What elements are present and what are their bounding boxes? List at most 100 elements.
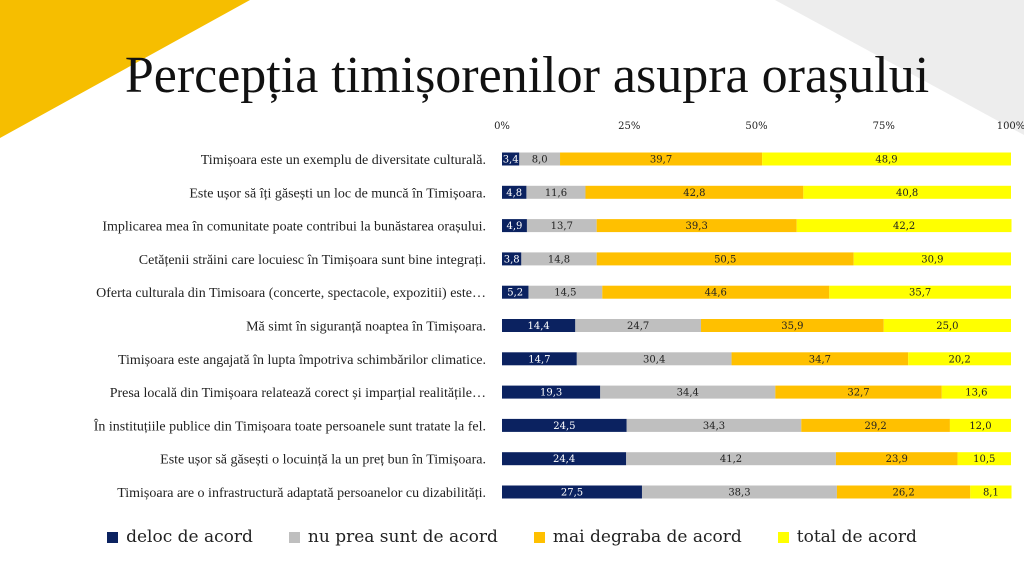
data-label: 14,7 xyxy=(528,354,550,365)
category-label: Implicarea mea în comunitate poate contr… xyxy=(102,220,486,235)
data-label: 10,5 xyxy=(973,454,995,465)
x-tick-label: 50% xyxy=(745,121,767,132)
legend-label: total de acord xyxy=(796,527,917,547)
data-label: 27,5 xyxy=(561,488,583,499)
bar-segment xyxy=(836,485,971,499)
legend-label: deloc de acord xyxy=(126,527,253,547)
x-tick-label: 0% xyxy=(494,121,510,132)
bar-segment xyxy=(502,219,527,233)
legend-item: deloc de acord xyxy=(107,522,253,552)
bar-segment xyxy=(502,319,576,332)
bar-segment xyxy=(731,352,909,366)
legend-swatch xyxy=(107,531,119,543)
bar-segment xyxy=(519,152,561,166)
bar-segment xyxy=(602,285,830,299)
legend-item: nu prea sunt de acord xyxy=(288,522,498,552)
data-label: 50,5 xyxy=(714,254,736,265)
bar-segment xyxy=(596,219,797,233)
category-label: Timișoara are o infrastructură adaptată … xyxy=(117,486,486,501)
bar-segment xyxy=(775,385,942,399)
bar-segment xyxy=(502,185,527,199)
data-label: 24,7 xyxy=(627,321,649,332)
data-label: 8,1 xyxy=(983,488,999,499)
bar-segment xyxy=(502,352,577,366)
category-label: Este ușor să îți găsești un loc de muncă… xyxy=(189,186,486,201)
bar-segment xyxy=(626,418,802,432)
data-label: 38,3 xyxy=(728,488,750,499)
bar-segment xyxy=(908,352,1011,366)
bar-segment xyxy=(526,219,597,233)
data-label: 30,9 xyxy=(921,254,943,265)
data-label: 3,8 xyxy=(504,254,520,265)
category-label: Presa locală din Timișoara relatează cor… xyxy=(110,386,486,401)
data-label: 19,3 xyxy=(540,388,562,399)
bar-segment xyxy=(585,185,804,199)
category-label: Timișoara este un exemplu de diversitate… xyxy=(201,153,486,168)
bar-segment xyxy=(596,252,854,266)
data-label: 13,7 xyxy=(551,221,573,232)
legend-swatch xyxy=(777,531,789,543)
data-label: 41,2 xyxy=(720,454,742,465)
data-label: 39,3 xyxy=(686,221,708,232)
bar-segment xyxy=(829,285,1011,299)
bar-segment xyxy=(803,185,1011,199)
data-label: 4,9 xyxy=(507,221,523,232)
data-label: 48,9 xyxy=(875,155,897,166)
data-label: 5,2 xyxy=(507,288,523,299)
x-tick-label: 75% xyxy=(873,121,895,132)
bar-segment xyxy=(835,452,958,466)
data-label: 12,0 xyxy=(969,421,991,432)
orange-corner-triangle xyxy=(0,0,250,138)
data-label: 3,4 xyxy=(503,155,519,166)
bar-segment xyxy=(883,319,1011,332)
data-label: 30,4 xyxy=(643,354,665,365)
bar-segment xyxy=(526,185,586,199)
data-label: 42,8 xyxy=(683,188,705,199)
data-label: 11,6 xyxy=(545,188,567,199)
data-label: 44,6 xyxy=(705,288,727,299)
x-tick-label: 100% xyxy=(997,121,1024,132)
bar-segment xyxy=(576,352,732,366)
data-label: 29,2 xyxy=(864,421,886,432)
data-label: 34,7 xyxy=(809,354,831,365)
bar-segment xyxy=(502,485,642,499)
bar-segment xyxy=(796,219,1012,233)
bar-segment xyxy=(575,319,702,332)
bar-segment xyxy=(502,418,627,432)
bar-segment xyxy=(957,452,1011,466)
data-label: 13,6 xyxy=(965,388,987,399)
data-label: 23,9 xyxy=(886,454,908,465)
bar-segment xyxy=(801,418,950,432)
data-label: 42,2 xyxy=(893,221,915,232)
category-label: Oferta culturala din Timisoara (concerte… xyxy=(96,286,486,301)
page-title: Percepția timișorenilor asupra orașului xyxy=(124,47,930,104)
data-label: 34,4 xyxy=(677,388,699,399)
bar-segment xyxy=(949,418,1011,432)
data-label: 26,2 xyxy=(892,488,914,499)
data-label: 34,3 xyxy=(703,421,725,432)
data-label: 35,9 xyxy=(781,321,803,332)
x-tick-label: 25% xyxy=(618,121,640,132)
legend-item: total de acord xyxy=(777,522,917,552)
category-label: Timișoara este angajată în lupta împotri… xyxy=(118,353,486,368)
bar-segment xyxy=(600,385,776,399)
bar-segment xyxy=(970,485,1012,499)
legend-swatch xyxy=(533,531,545,543)
category-label: Mă simt în siguranță noaptea în Timișoar… xyxy=(246,320,486,335)
category-label: În instituțiile publice din Timișoara to… xyxy=(94,417,486,434)
data-label: 14,4 xyxy=(528,321,550,332)
data-label: 35,7 xyxy=(909,288,931,299)
data-label: 14,8 xyxy=(548,254,570,265)
bar-segment xyxy=(641,485,837,499)
bar-segment xyxy=(626,452,836,466)
data-label: 25,0 xyxy=(936,321,958,332)
bar-segment xyxy=(521,252,597,266)
chart-legend: deloc de acord nu prea sunt de acord mai d… xyxy=(0,522,1024,552)
data-label: 24,5 xyxy=(553,421,575,432)
bar-segment xyxy=(853,252,1011,266)
bar-segment xyxy=(560,152,763,166)
bar-segment xyxy=(502,285,529,299)
data-label: 8,0 xyxy=(532,155,548,166)
